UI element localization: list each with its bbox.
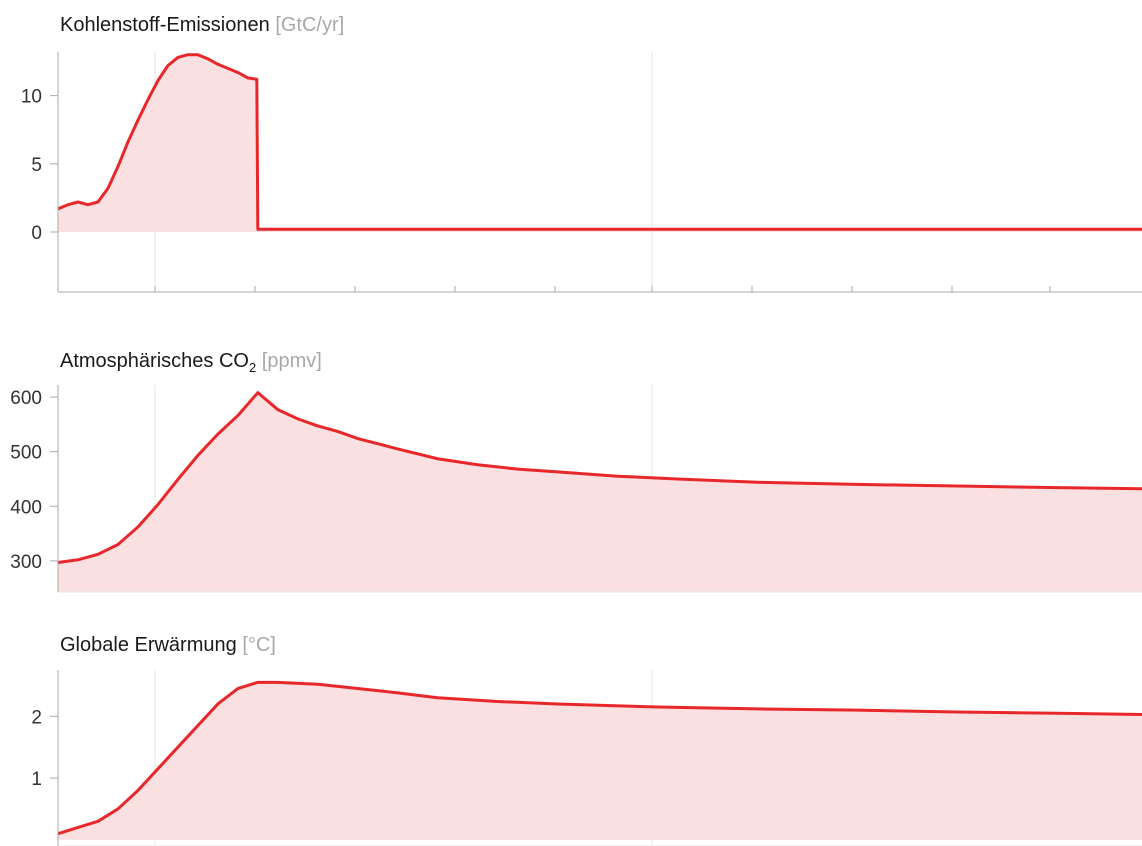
chart-title-emissions-text: Kohlenstoff-Emissionen	[60, 14, 270, 36]
series-area-0	[58, 54, 1142, 233]
chart-unit-co2: [ppmv]	[261, 350, 322, 372]
y-tick-label-2-0: 1	[31, 769, 42, 790]
chart-title-emissions: Kohlenstoff-Emissionen [GtC/yr]	[60, 14, 344, 37]
y-tick-label-1-0: 300	[10, 552, 42, 573]
series-line-0	[57, 53, 1142, 231]
y-tick-label-1-1: 400	[10, 497, 42, 518]
chart-title-co2-text: Atmosphärisches CO	[60, 350, 249, 372]
chart-unit-warming: [°C]	[242, 634, 276, 656]
y-tick-label-1-2: 500	[10, 443, 42, 464]
y-tick-label-0-1: 5	[31, 155, 42, 176]
chart-title-co2: Atmosphärisches CO2 [ppmv]	[60, 350, 322, 375]
series-area-2	[58, 682, 1142, 840]
y-tick-label-2-1: 2	[31, 707, 42, 728]
chart-title-warming: Globale Erwärmung [°C]	[60, 634, 276, 657]
series-line-2	[57, 680, 1142, 836]
chart-title-co2-subscript: 2	[248, 360, 257, 375]
y-tick-label-0-0: 0	[31, 223, 42, 244]
y-tick-label-1-3: 600	[10, 388, 42, 409]
chart-title-warming-text: Globale Erwärmung	[60, 634, 237, 656]
series-area-1	[58, 392, 1142, 592]
chart-unit-emissions: [GtC/yr]	[275, 14, 345, 36]
y-tick-label-0-2: 10	[21, 87, 42, 108]
series-line-1	[57, 391, 1142, 564]
